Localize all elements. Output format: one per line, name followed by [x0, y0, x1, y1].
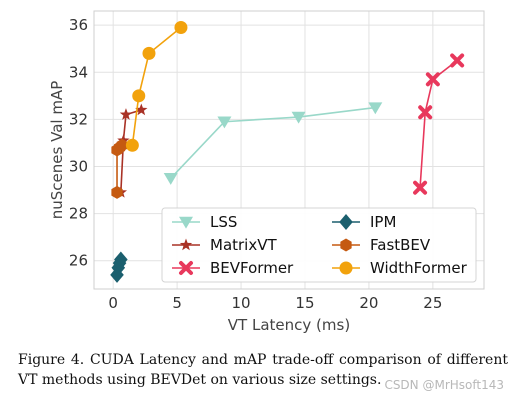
legend-marker-matrixvt	[179, 238, 193, 251]
legend-item-widthformer: WidthFormer	[332, 259, 468, 277]
x-tick-label: 25	[423, 294, 442, 312]
data-point-lss	[217, 116, 232, 129]
y-tick-label: 26	[69, 252, 88, 270]
x-tick-label: 10	[232, 294, 251, 312]
series-line-matrixvt	[120, 109, 142, 193]
legend-label-widthformer: WidthFormer	[370, 259, 468, 277]
data-point-bevformer	[425, 72, 440, 87]
data-point-bevformer	[413, 180, 428, 195]
legend-marker-bevformer	[179, 261, 193, 275]
data-point-lss	[163, 173, 178, 185]
legend-label-bevformer: BEVFormer	[210, 259, 294, 277]
series-bevformer	[413, 53, 465, 195]
plot-frame	[93, 10, 485, 290]
data-point-ipm	[114, 251, 128, 268]
data-point-lss	[368, 102, 383, 115]
legend-marker-lss	[179, 216, 193, 229]
figure-caption: Figure 4. CUDA Latency and mAP trade-off…	[18, 352, 508, 388]
y-tick-label: 34	[69, 63, 88, 81]
y-tick-label: 28	[69, 205, 88, 223]
data-point-widthformer	[174, 20, 188, 34]
legend-box	[161, 207, 477, 283]
y-tick-label: 32	[69, 110, 88, 128]
legend: LSS MatrixVT BEVFormer IPM FastBEV WidthForme…	[161, 207, 477, 283]
data-point-widthformer	[142, 46, 156, 60]
y-axis-label: nuScenes Val mAP	[48, 81, 66, 219]
series-layer	[110, 20, 465, 283]
legend-item-ipm: IPM	[332, 213, 396, 231]
legend-item-fastbev: FastBEV	[332, 236, 431, 254]
data-point-bevformer	[418, 105, 433, 120]
x-tick-label: 0	[108, 294, 118, 312]
data-point-fastbev	[111, 185, 123, 199]
data-point-bevformer	[450, 53, 465, 68]
data-point-lss	[291, 111, 306, 124]
legend-label-matrixvt: MatrixVT	[210, 236, 277, 254]
legend-item-lss: LSS	[172, 213, 237, 231]
legend-marker-ipm	[339, 214, 353, 230]
y-tick-label: 30	[69, 157, 88, 175]
legend-item-bevformer: BEVFormer	[172, 259, 294, 277]
data-point-matrixvt	[119, 108, 133, 120]
chart-svg: 0 5 10 15 20 25 26 28 30 32 34 36 VT Latency (ms) n…	[48, 10, 485, 334]
x-tick-label: 5	[172, 294, 182, 312]
data-point-fastbev	[116, 138, 128, 152]
watermark: CSDN @MrHsoft143	[384, 378, 504, 392]
legend-marker-widthformer	[339, 261, 353, 275]
data-point-matrixvt	[135, 103, 148, 116]
series-line-widthformer	[131, 26, 182, 146]
legend-label-fastbev: FastBEV	[370, 236, 431, 254]
legend-label-ipm: IPM	[370, 213, 396, 231]
series-fastbev	[111, 138, 128, 199]
legend-label-lss: LSS	[210, 213, 237, 231]
legend-item-matrixvt: MatrixVT	[172, 236, 277, 254]
data-point-widthformer	[125, 138, 139, 152]
series-line-bevformer	[419, 59, 458, 188]
y-tick-label: 36	[69, 16, 88, 34]
axes: 0 5 10 15 20 25 26 28 30 32 34 36	[69, 10, 485, 312]
series-lss	[163, 102, 383, 185]
x-axis-label: VT Latency (ms)	[228, 316, 350, 334]
data-point-widthformer	[132, 89, 146, 103]
chart: 0 5 10 15 20 25 26 28 30 32 34 36 VT Latency (ms) n…	[48, 10, 485, 334]
series-line-lss	[170, 106, 376, 179]
series-ipm	[110, 251, 128, 283]
legend-marker-fastbev	[340, 238, 352, 252]
x-tick-label: 20	[359, 294, 378, 312]
x-tick-label: 15	[295, 294, 314, 312]
series-widthformer	[125, 20, 188, 152]
